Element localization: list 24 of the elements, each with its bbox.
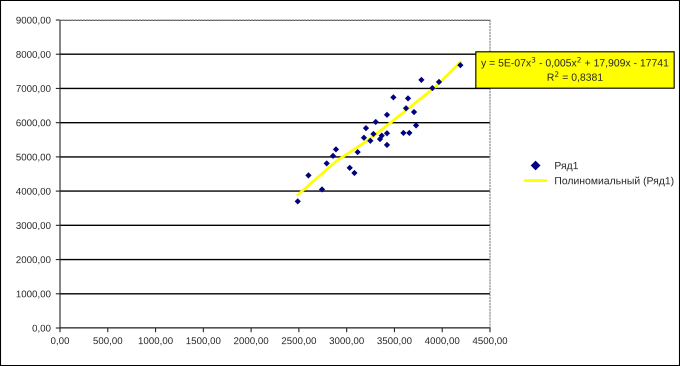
x-tick-label: 4000,00 <box>424 337 460 346</box>
x-tick-label: 3500,00 <box>377 337 412 346</box>
legend-label: Ряд1 <box>555 162 578 172</box>
legend-label: Полиномиальный (Ряд1) <box>555 176 674 186</box>
annotation: y = 5E-07x$^{3}$ - 0,005x$^{2}$ + 17,909x - 17741 <box>481 57 668 69</box>
x-tick-label: 1500,00 <box>186 337 221 346</box>
x-tick-label: 3000,00 <box>329 337 364 346</box>
y-tick-label: 3000,00 <box>16 222 51 230</box>
y-tick-label: 8000,00 <box>16 50 51 59</box>
x-tick-label: 500,00 <box>93 337 122 346</box>
y-tick-label: 2000,00 <box>16 256 51 264</box>
y-tick-label: 1000,00 <box>16 290 51 299</box>
y-tick-label: 0,00 <box>32 324 51 333</box>
y-tick-label: 9000,00 <box>16 16 51 25</box>
y-tick-label: 4000,00 <box>16 188 51 196</box>
x-tick-label: 2000,00 <box>234 337 268 346</box>
x-tick-label: 2500,00 <box>282 337 316 346</box>
x-tick-label: 0,00 <box>50 337 70 346</box>
text: R$^{2}$ = 0,8381 <box>548 71 603 82</box>
x-tick-label: 1000,00 <box>138 337 173 346</box>
y-tick-label: 6000,00 <box>16 119 51 128</box>
x-tick-label: 4500,00 <box>472 337 508 346</box>
y-tick-label: 5000,00 <box>16 154 51 162</box>
y-tick-label: 7000,00 <box>16 85 51 94</box>
